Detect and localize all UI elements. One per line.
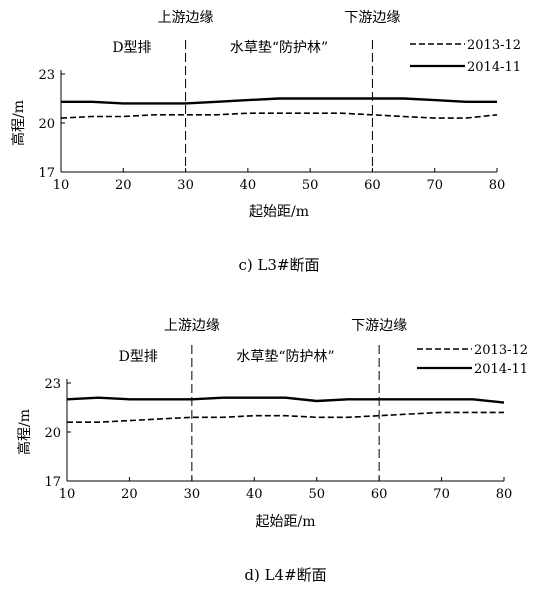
- panel2-series-dashed-line: [67, 411, 504, 423]
- panel2-downstream-label: 下游边缘: [351, 318, 407, 334]
- panel2-legend-label: 2014-11: [474, 362, 528, 377]
- panel2-y-tick-label: 20: [44, 426, 61, 441]
- panel2-x-axis-label: 起始距/m: [256, 514, 316, 530]
- panel2-x-tick-label: 20: [121, 487, 138, 502]
- panel1-x-tick-label: 30: [177, 178, 194, 193]
- panel2-upstream-label: 上游边缘: [164, 318, 220, 334]
- panel1-x-tick-label: 50: [302, 178, 319, 193]
- panel1-y-tick-label: 20: [38, 117, 55, 132]
- panel2-y-tick-label: 23: [44, 377, 61, 392]
- panel2-y-axis-label: 高程/m: [16, 409, 33, 455]
- panel2-legend-label: 2013-12: [474, 343, 528, 358]
- panel1-y-tick-label: 23: [38, 68, 55, 83]
- panel1-legend-label: 2014-11: [467, 60, 521, 75]
- panel1-y-tick-label: 17: [38, 166, 55, 181]
- panel1-series-solid-line: [61, 97, 497, 105]
- panel2-x-tick-label: 60: [371, 487, 388, 502]
- panel1-x-tick-label: 40: [240, 178, 257, 193]
- panel1-x-axis-label: 起始距/m: [249, 204, 309, 220]
- panel1-upstream-label: 上游边缘: [158, 10, 214, 26]
- panel2-series-solid-line: [66, 396, 505, 404]
- panel1-x-tick-label: 10: [53, 178, 70, 193]
- panel1-x-tick-label: 70: [426, 178, 443, 193]
- panel2-x-tick-label: 30: [184, 487, 201, 502]
- panel1-downstream-label: 下游边缘: [344, 10, 400, 26]
- panel2-y-tick-label: 17: [44, 475, 61, 490]
- panel2-caption: d) L4#断面: [244, 566, 326, 584]
- panel1-legend-label: 2013-12: [467, 38, 521, 53]
- panel1-left-zone-label: D型排: [112, 40, 151, 56]
- panel2-x-tick-label: 80: [496, 487, 513, 502]
- panel1-series-dashed-line: [60, 112, 498, 119]
- panel2-left-zone-label: D型排: [119, 349, 158, 365]
- panel2-x-tick-label: 10: [59, 487, 76, 502]
- panel1-y-axis-label: 高程/m: [10, 100, 27, 146]
- panel2-right-zone-label: 水草垫“防护林”: [236, 349, 334, 365]
- panel2-x-tick-label: 40: [246, 487, 263, 502]
- panel1-x-tick-label: 80: [489, 178, 506, 193]
- panel1-x-tick-label: 20: [115, 178, 132, 193]
- panel2-x-tick-label: 50: [308, 487, 325, 502]
- panel2-x-tick-label: 70: [433, 487, 450, 502]
- panel1-x-tick-label: 60: [364, 178, 381, 193]
- panel1-caption: c) L3#断面: [238, 256, 319, 274]
- panel1-right-zone-label: 水草垫“防护林”: [230, 40, 328, 56]
